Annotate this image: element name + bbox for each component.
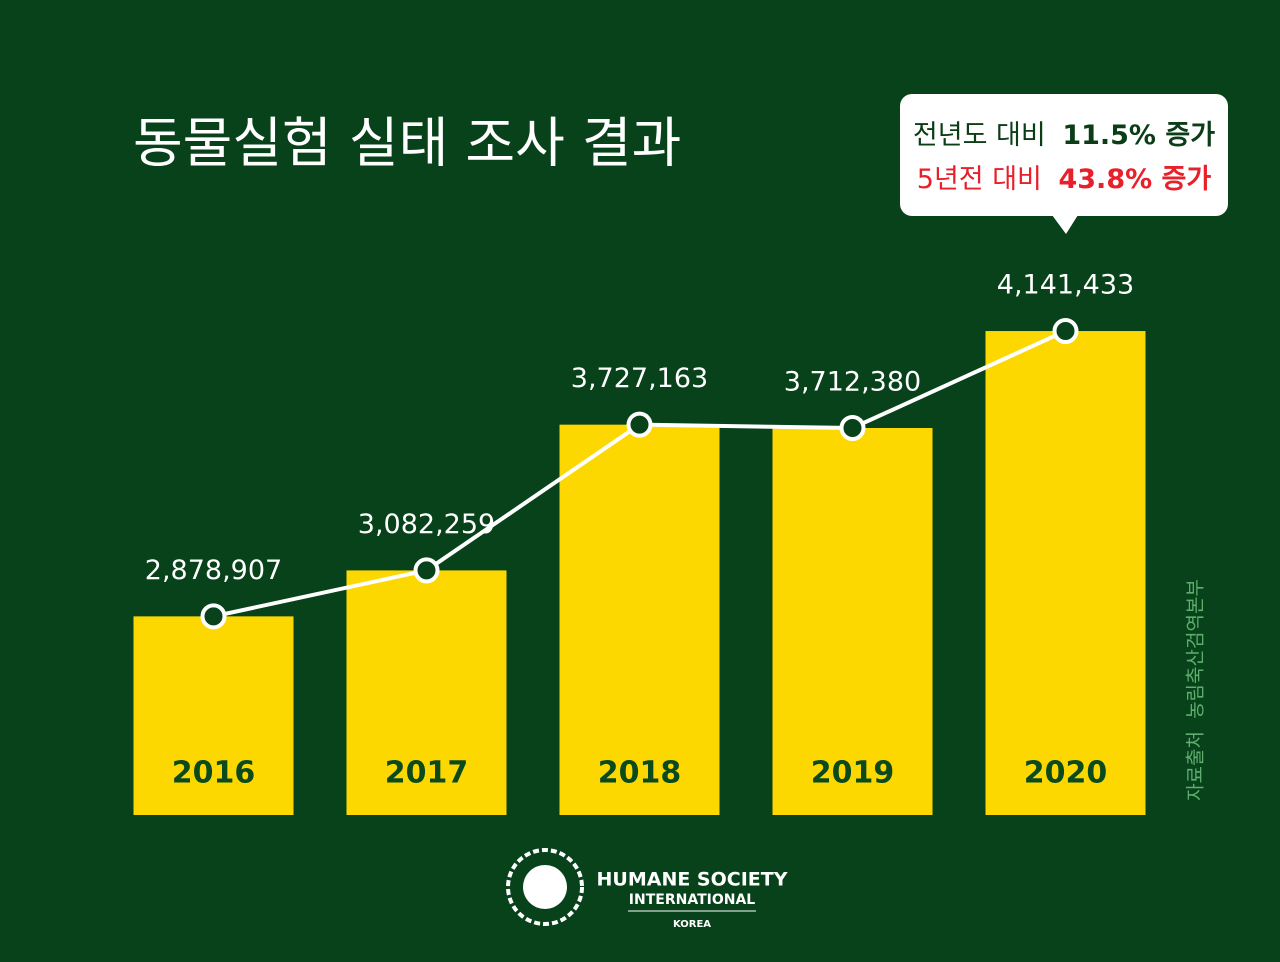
logo-text: KOREA — [673, 919, 711, 930]
point — [839, 415, 866, 442]
value-label: 3,712,380 — [784, 367, 921, 398]
callout: 전년도 대비 11.5% 증가 5년전 대비 43.8% 증가 — [900, 94, 1228, 234]
logo-text: HUMANE SOCIETY — [597, 869, 788, 891]
value-label: 3,727,163 — [571, 363, 708, 394]
callout-line: 전년도 대비 11.5% 증가 — [913, 120, 1215, 151]
x-tick-label: 2017 — [385, 756, 469, 791]
callout-text: 전년도 대비 — [913, 120, 1046, 151]
value-label: 4,141,433 — [997, 270, 1134, 301]
logo-icon — [523, 865, 567, 909]
source: 자료출처 농림축산검역본부 — [1185, 579, 1207, 801]
callout-text: 5년전 대비 — [917, 164, 1042, 195]
point — [1052, 318, 1079, 345]
callout-highlight: 11.5% 증가 — [1062, 120, 1215, 151]
callout-highlight: 43.8% 증가 — [1058, 164, 1211, 195]
callout-box — [900, 94, 1228, 216]
x-tick-label: 2016 — [172, 756, 256, 791]
bar — [133, 616, 294, 815]
chart-title: 동물실험 실태 조사 결과 — [133, 112, 681, 175]
logo-icon — [506, 848, 584, 926]
value-label: 2,878,907 — [145, 555, 282, 586]
point — [200, 603, 227, 630]
value-label: 3,082,259 — [358, 509, 495, 540]
point — [413, 557, 440, 584]
callout-line: 5년전 대비 43.8% 증가 — [917, 164, 1212, 195]
logo-text: INTERNATIONAL — [629, 892, 755, 908]
x-tick-label: 2020 — [1024, 756, 1108, 791]
logo: HUMANE SOCIETY INTERNATIONAL KOREA — [506, 848, 788, 930]
bar — [985, 331, 1146, 815]
bar — [772, 428, 933, 815]
x-tick-label: 2018 — [598, 756, 682, 791]
bar — [346, 570, 507, 815]
point — [626, 411, 653, 438]
x-tick-label: 2019 — [811, 756, 895, 791]
callout-pointer — [1052, 215, 1078, 234]
bar — [559, 424, 720, 815]
